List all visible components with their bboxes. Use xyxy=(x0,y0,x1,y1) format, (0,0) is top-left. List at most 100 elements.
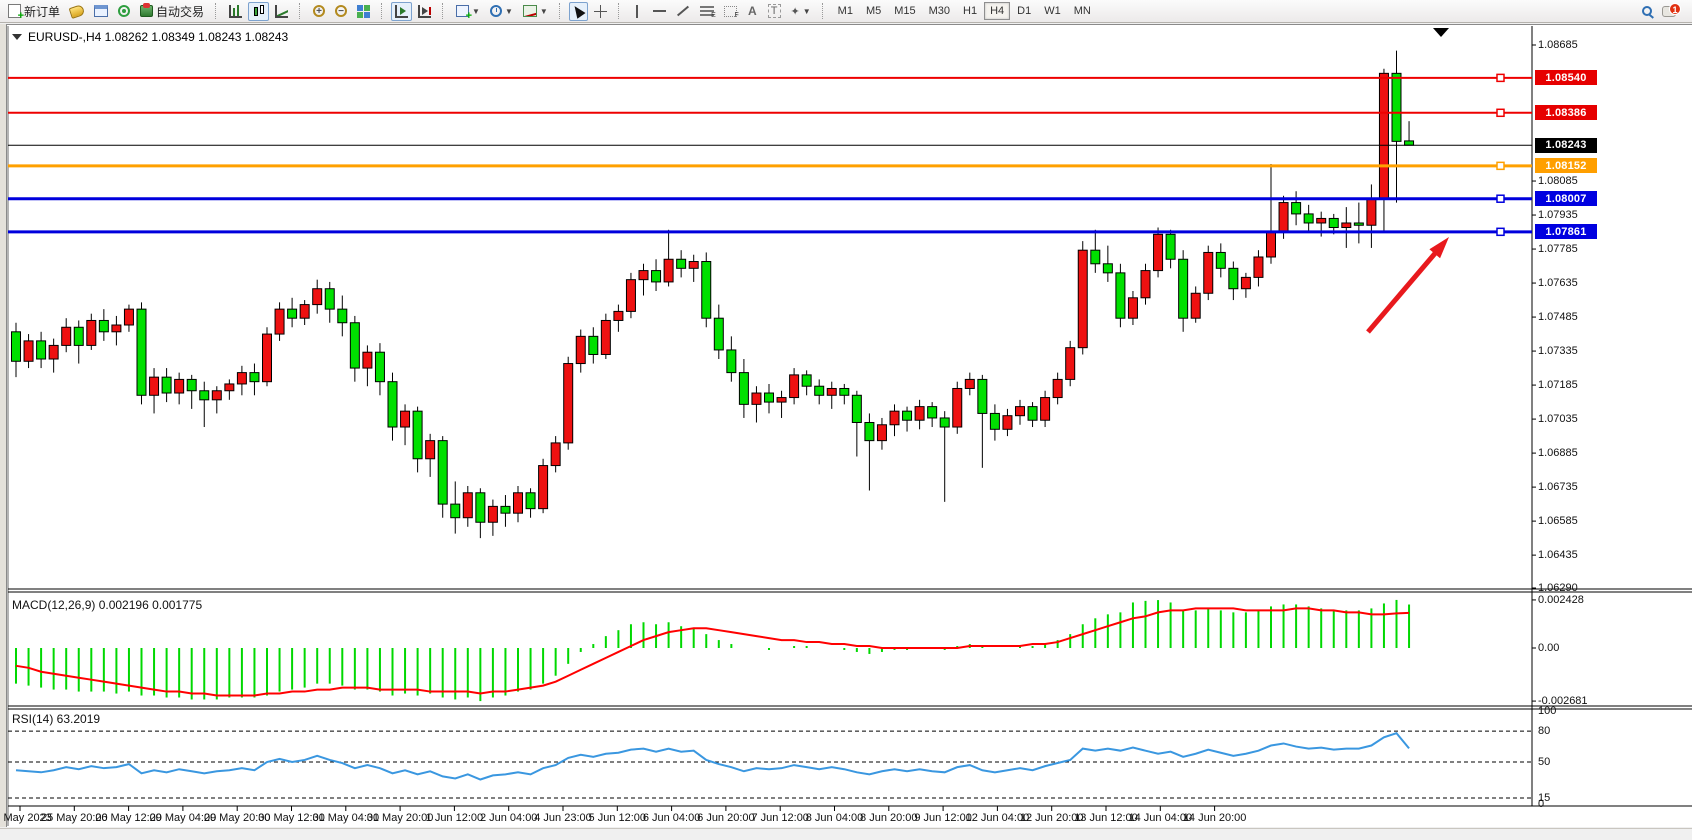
cursor-arrow-icon xyxy=(570,3,586,19)
rsi-tick-label: 15 xyxy=(1538,792,1551,805)
macd-tick-label: -0.002681 xyxy=(1538,695,1588,708)
date-tick-label: 31 May 04:00 xyxy=(312,812,380,824)
toolbar-separator xyxy=(821,3,827,19)
text-tool-button[interactable]: A xyxy=(743,2,762,21)
date-tick-label: 25 May 2023 xyxy=(0,812,52,824)
toolbar-separator xyxy=(215,3,220,19)
timeframe-button-h4[interactable]: H4 xyxy=(984,2,1011,20)
price-level-badge: 1.08007 xyxy=(1535,191,1597,207)
fibo-grid-tool-button[interactable]: F xyxy=(720,2,741,21)
notifications-button[interactable]: 1 xyxy=(1658,2,1681,21)
price-tick-label: 1.07935 xyxy=(1538,209,1578,222)
line-chart-type-button[interactable] xyxy=(271,2,292,21)
price-tick-label: 1.06585 xyxy=(1538,515,1578,528)
date-tick-label: 12 Jun 20:00 xyxy=(1019,812,1084,824)
auto-trading-button[interactable]: 自动交易 xyxy=(136,2,208,21)
bar-chart-type-button[interactable] xyxy=(225,2,246,21)
signals-button[interactable] xyxy=(114,2,134,21)
price-tick-label: 1.06435 xyxy=(1538,549,1578,562)
new-order-button[interactable]: + 新订单 xyxy=(4,2,64,22)
candlestick-chart-type-button[interactable] xyxy=(248,1,270,21)
date-tick-label: 31 May 20:00 xyxy=(366,812,434,824)
dropdown-arrow-icon: ▼ xyxy=(539,6,548,16)
macd-indicator-label: MACD(12,26,9) 0.002196 0.001775 xyxy=(12,598,203,612)
price-tick-label: 1.08685 xyxy=(1538,39,1578,51)
price-level-badge: 1.07861 xyxy=(1535,224,1597,240)
trendline-tool-button[interactable] xyxy=(672,2,694,21)
templates-button[interactable]: ▼ xyxy=(519,2,552,21)
indicators-button[interactable]: + ▼ xyxy=(452,2,484,22)
rsi-tick-label: 0 xyxy=(1538,798,1545,810)
macd-tick-label: 0.00 xyxy=(1538,642,1560,654)
price-level-badge: 1.08243 xyxy=(1535,137,1597,153)
price-level-badge: 1.08386 xyxy=(1535,105,1597,121)
zoom-out-icon: − xyxy=(335,5,348,17)
timeframe-button-m5[interactable]: M5 xyxy=(865,5,882,17)
date-tick-label: 30 May 12:00 xyxy=(258,812,325,824)
toolbar-separator xyxy=(617,3,623,19)
timeframe-button-w1[interactable]: W1 xyxy=(1044,5,1061,17)
chart-shift-button[interactable] xyxy=(414,2,435,21)
cursor-tool-button[interactable] xyxy=(568,1,588,21)
auto-scroll-icon xyxy=(395,4,409,18)
sound-button[interactable] xyxy=(66,2,88,21)
crosshair-tool-button[interactable] xyxy=(590,2,611,21)
date-tick-label: 8 Jun 04:00 xyxy=(805,812,864,824)
dropdown-arrow-icon: ▼ xyxy=(504,6,513,16)
date-tick-label: 29 May 04:00 xyxy=(149,812,217,824)
trendline-icon xyxy=(676,5,689,17)
price-level-badge: 1.08540 xyxy=(1535,70,1597,86)
rsi-indicator-label: RSI(14) 63.2019 xyxy=(12,712,101,726)
date-tick-label: 6 Jun 20:00 xyxy=(697,812,755,824)
fibonacci-icon: E xyxy=(699,5,716,19)
timeframe-button-m15[interactable]: M15 xyxy=(894,5,916,17)
chart-window-icon xyxy=(94,5,109,17)
price-tick-label: 1.07335 xyxy=(1538,345,1578,358)
timeframe-button-h1[interactable]: H1 xyxy=(963,5,978,17)
arrows-tool-button[interactable]: ✦ ▼ xyxy=(787,2,815,21)
chart-shift-marker-icon[interactable] xyxy=(1433,28,1449,37)
chart-shift-icon xyxy=(418,4,432,18)
clock-icon xyxy=(489,5,502,17)
rsi-tick-label: 80 xyxy=(1538,725,1551,738)
candlestick-icon xyxy=(252,4,265,18)
price-tick-label: 1.07185 xyxy=(1538,379,1578,392)
auto-trading-icon xyxy=(140,3,154,17)
timeframe-button-mn[interactable]: MN xyxy=(1073,5,1091,17)
fibonacci-tool-button[interactable]: E xyxy=(696,2,718,21)
chart-title-bar[interactable]: EURUSD-,H4 1.08262 1.08349 1.08243 1.082… xyxy=(12,30,288,44)
price-tick-label: 1.06735 xyxy=(1538,481,1578,494)
date-tick-label: 5 Jun 12:00 xyxy=(588,812,647,824)
zoom-in-button[interactable]: + xyxy=(309,2,329,21)
chart-window-button[interactable] xyxy=(90,2,112,21)
text-icon: A xyxy=(747,4,757,18)
tile-windows-button[interactable] xyxy=(353,2,374,21)
rsi-tick-label: 50 xyxy=(1538,756,1551,768)
horizontal-line-tool-button[interactable] xyxy=(649,2,670,21)
timeframe-button-d1[interactable]: D1 xyxy=(1017,5,1032,17)
price-tick-label: 1.07035 xyxy=(1538,413,1578,426)
chart-window[interactable] xyxy=(0,24,1692,827)
tile-windows-icon xyxy=(357,4,371,18)
date-tick-label: 29 May 20:00 xyxy=(203,812,271,824)
line-chart-icon xyxy=(275,4,289,18)
shapes-arrows-icon: ✦ xyxy=(790,5,800,18)
price-tick-label: 1.08085 xyxy=(1538,175,1578,188)
text-label-tool-button[interactable]: T xyxy=(764,2,785,21)
toolbar-separator xyxy=(381,3,386,19)
symbol-title: EURUSD-,H4 1.08262 1.08349 1.08243 1.082… xyxy=(28,30,289,44)
date-tick-label: 4 Jun 23:00 xyxy=(534,812,592,824)
date-tick-label: 26 May 12:00 xyxy=(95,812,162,824)
toolbar-separator xyxy=(442,3,447,19)
vertical-line-tool-button[interactable] xyxy=(628,2,647,21)
bar-chart-icon xyxy=(229,4,243,18)
periods-button[interactable]: ▼ xyxy=(486,2,517,21)
timeframe-button-m1[interactable]: M1 xyxy=(837,5,853,17)
search-button[interactable] xyxy=(1637,2,1656,21)
timeframe-button-m30[interactable]: M30 xyxy=(928,5,951,17)
price-tick-label: 1.07635 xyxy=(1538,277,1578,290)
template-icon xyxy=(522,5,537,17)
zoom-out-button[interactable]: − xyxy=(331,2,351,21)
auto-scroll-button[interactable] xyxy=(391,1,413,21)
